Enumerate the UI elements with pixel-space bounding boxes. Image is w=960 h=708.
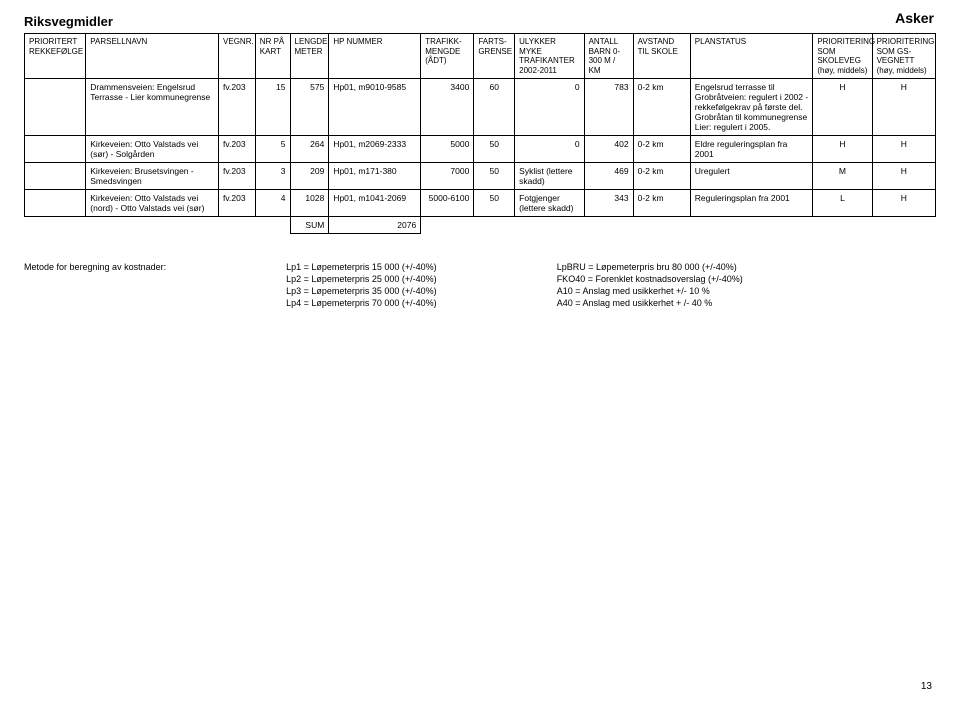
table-row: Kirkeveien: Brusetsvingen - Smedsvingenf… (25, 163, 936, 190)
cell-c3: fv.203 (219, 79, 256, 136)
cell-c8: 60 (474, 79, 515, 136)
table-row: Kirkeveien: Otto Valstads vei (nord) - O… (25, 190, 936, 217)
cell-c14: H (872, 136, 935, 163)
col-lengde: LENGDE METER (290, 34, 329, 79)
cell-c10: 783 (584, 79, 633, 136)
col-prioritert: PRIORITERT REKKEFØLGE (25, 34, 86, 79)
col-avstand: AVSTAND TIL SKOLE (633, 34, 690, 79)
sum-row: SUM2076 (25, 217, 936, 234)
col-fartsgrense: FARTS-GRENSE (474, 34, 515, 79)
cell-c9: 0 (515, 79, 584, 136)
cell-c14: H (872, 163, 935, 190)
method-line: Lp4 = Løpemeterpris 70 000 (+/-40%) (286, 298, 437, 308)
methods-block: Metode for beregning av kostnader: Lp1 =… (24, 262, 936, 308)
cell-c13: M (813, 163, 872, 190)
table-row: Drammensveien: Engelsrud Terrasse - Lier… (25, 79, 936, 136)
page-number: 13 (921, 681, 932, 692)
cell-c2: Kirkeveien: Brusetsvingen - Smedsvingen (86, 163, 219, 190)
cell-c2: Drammensveien: Engelsrud Terrasse - Lier… (86, 79, 219, 136)
cell-c10: 402 (584, 136, 633, 163)
col-ulykker: ULYKKER MYKE TRAFIKANTER 2002-2011 (515, 34, 584, 79)
method-line: Lp2 = Løpemeterpris 25 000 (+/-40%) (286, 274, 437, 284)
cell-c13: H (813, 136, 872, 163)
cell-c7: 3400 (421, 79, 474, 136)
cell-c5: 575 (290, 79, 329, 136)
method-line: A40 = Anslag med usikkerhet + /- 40 % (557, 298, 743, 308)
cell-c12: Uregulert (690, 163, 813, 190)
cell-c2: Kirkeveien: Otto Valstads vei (sør) - So… (86, 136, 219, 163)
cell-c10: 469 (584, 163, 633, 190)
cell-c12: Eldre reguleringsplan fra 2001 (690, 136, 813, 163)
cell-c14: H (872, 190, 935, 217)
cell-c8: 50 (474, 136, 515, 163)
cell-c9: Syklist (lettere skadd) (515, 163, 584, 190)
col-pri-gs: PRIORITERING SOM GS-VEGNETT (høy, middel… (872, 34, 935, 79)
cell-c7: 5000 (421, 136, 474, 163)
cell-c4: 3 (255, 163, 290, 190)
sum-value: 2076 (329, 217, 421, 234)
cell-c4: 15 (255, 79, 290, 136)
cell-c4: 5 (255, 136, 290, 163)
method-line: Lp1 = Løpemeterpris 15 000 (+/-40%) (286, 262, 437, 272)
cell-c10: 343 (584, 190, 633, 217)
table-row: Kirkeveien: Otto Valstads vei (sør) - So… (25, 136, 936, 163)
cell-c11: 0-2 km (633, 190, 690, 217)
cell-c11: 0-2 km (633, 163, 690, 190)
col-barn: ANTALL BARN 0-300 M / KM (584, 34, 633, 79)
region-label: Asker (895, 10, 934, 26)
col-vegnr: VEGNR. (219, 34, 256, 79)
col-parsellnavn: PARSELLNAVN (86, 34, 219, 79)
cell-c11: 0-2 km (633, 79, 690, 136)
col-planstatus: PLANSTATUS (690, 34, 813, 79)
cell-c12: Reguleringsplan fra 2001 (690, 190, 813, 217)
cell-c1 (25, 79, 86, 136)
method-line: A10 = Anslag med usikkerhet +/- 10 % (557, 286, 743, 296)
col-pri-skoleveg: PRIORITERING SOM SKOLEVEG (høy, middels) (813, 34, 872, 79)
cell-c3: fv.203 (219, 190, 256, 217)
cell-c6: Hp01, m2069-2333 (329, 136, 421, 163)
methods-left-col: Lp1 = Løpemeterpris 15 000 (+/-40%) Lp2 =… (286, 262, 437, 308)
col-trafikk: TRAFIKK-MENGDE (ÅDT) (421, 34, 474, 79)
col-hp: HP NUMMER (329, 34, 421, 79)
cell-c14: H (872, 79, 935, 136)
cell-c1 (25, 163, 86, 190)
roads-table: PRIORITERT REKKEFØLGE PARSELLNAVN VEGNR.… (24, 33, 936, 234)
method-line: Lp3 = Løpemeterpris 35 000 (+/-40%) (286, 286, 437, 296)
cell-c13: L (813, 190, 872, 217)
cell-c1 (25, 136, 86, 163)
cell-c7: 7000 (421, 163, 474, 190)
method-line: LpBRU = Løpemeterpris bru 80 000 (+/-40%… (557, 262, 743, 272)
cell-c2: Kirkeveien: Otto Valstads vei (nord) - O… (86, 190, 219, 217)
methods-right-col: LpBRU = Løpemeterpris bru 80 000 (+/-40%… (557, 262, 743, 308)
methods-lead: Metode for beregning av kostnader: (24, 262, 166, 308)
cell-c6: Hp01, m171-380 (329, 163, 421, 190)
cell-c7: 5000-6100 (421, 190, 474, 217)
cell-c6: Hp01, m9010-9585 (329, 79, 421, 136)
cell-c5: 264 (290, 136, 329, 163)
cell-c4: 4 (255, 190, 290, 217)
col-kartnr: NR PÅ KART (255, 34, 290, 79)
cell-c8: 50 (474, 190, 515, 217)
cell-c5: 209 (290, 163, 329, 190)
cell-c12: Engelsrud terrasse til Grobråtveien: reg… (690, 79, 813, 136)
table-header-row: PRIORITERT REKKEFØLGE PARSELLNAVN VEGNR.… (25, 34, 936, 79)
cell-c13: H (813, 79, 872, 136)
page-title: Riksvegmidler (24, 14, 936, 29)
cell-c9: Fotgjenger (lettere skadd) (515, 190, 584, 217)
method-line: FKO40 = Forenklet kostnadsoverslag (+/-4… (557, 274, 743, 284)
cell-c3: fv.203 (219, 163, 256, 190)
sum-label: SUM (290, 217, 329, 234)
cell-c9: 0 (515, 136, 584, 163)
cell-c6: Hp01, m1041-2069 (329, 190, 421, 217)
cell-c5: 1028 (290, 190, 329, 217)
cell-c8: 50 (474, 163, 515, 190)
cell-c3: fv.203 (219, 136, 256, 163)
cell-c11: 0-2 km (633, 136, 690, 163)
cell-c1 (25, 190, 86, 217)
